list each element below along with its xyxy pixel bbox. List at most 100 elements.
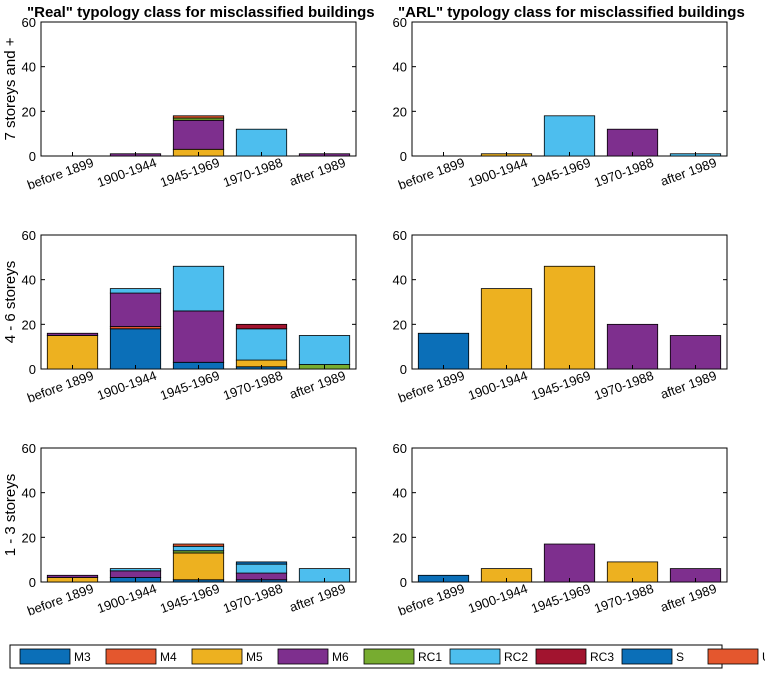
bar-m6-1 [46,332,99,336]
y-tick-label: 20 [393,104,407,119]
x-tick-label: 1945-1969 [158,368,222,403]
legend-swatch-s [621,648,673,665]
bar-rc2-3 [172,545,225,552]
y-axis-label: 4 - 6 storeys [2,261,19,344]
y-tick-label: 60 [22,441,36,456]
bar-rc3-4 [235,323,288,330]
bar-unclassified-3 [172,543,225,547]
x-tick-label: 1945-1969 [529,368,593,403]
y-tick-label: 20 [393,530,407,545]
y-tick-label: 20 [22,530,36,545]
legend-swatch-m6 [277,648,329,665]
bar-rc2-2 [109,288,162,294]
bar-m6-2 [109,292,162,327]
x-tick-label: 1945-1969 [158,155,222,190]
x-tick-label: 1900-1944 [95,155,159,190]
bar-m6-3 [172,310,225,363]
y-tick-label: 60 [393,15,407,30]
bar-rc2-2 [109,568,162,572]
legend-swatch-rc3 [535,648,587,665]
y-tick-label: 20 [393,317,407,332]
legend-label-m6: M6 [332,650,349,664]
bar-rc2-5 [298,335,351,365]
bar-m6-3 [543,543,596,583]
bar-rc2-3 [543,115,596,157]
legend-swatch-m3 [19,648,71,665]
y-axis-label: 1 - 3 storeys [2,474,19,557]
legend-label-m3: M3 [74,650,91,664]
y-tick-label: 0 [29,149,36,164]
bar-m6-2 [109,570,162,578]
legend-swatch-m4 [105,648,157,665]
bar-m3-1 [417,332,470,370]
bar-m5-3 [543,265,596,370]
x-tick-label: after 1989 [658,581,718,615]
legend-label-unclassified: Unclassified [762,650,765,664]
bar-s-4 [235,561,288,565]
x-tick-label: after 1989 [658,368,718,402]
bar-m3-2 [109,328,162,370]
chart-title: "ARL" typology class for misclassified b… [398,4,745,21]
y-tick-label: 0 [400,575,407,590]
y-axis-label: 7 storeys and + [2,37,19,140]
bar-rc2-3 [172,265,225,312]
legend-swatch-m5 [191,648,243,665]
y-tick-label: 60 [22,228,36,243]
bar-rc2-4 [235,563,288,574]
y-tick-label: 40 [393,273,407,288]
x-tick-label: 1900-1944 [466,155,530,190]
legend: M3 M4 M5 M6 RC1 RC2 RC3 S Unclassified [9,644,765,669]
legend-swatch-rc1 [363,648,415,665]
bar-m5-2 [480,288,533,370]
legend-label-rc2: RC2 [504,650,528,664]
bar-m6-1 [46,574,99,578]
x-tick-label: 1970-1988 [592,368,656,403]
legend-label-m5: M5 [246,650,263,664]
legend-label-s: S [676,650,684,664]
bar-m5-3 [172,552,225,581]
bar-unclassified-3 [172,115,225,119]
x-tick-label: 1970-1988 [592,581,656,616]
legend-label-rc1: RC1 [418,650,442,664]
legend-swatch-rc2 [449,648,501,665]
y-tick-label: 0 [400,149,407,164]
x-tick-label: after 1989 [287,581,347,615]
x-tick-label: 1970-1988 [221,581,285,616]
x-tick-label: 1900-1944 [95,368,159,403]
y-tick-label: 40 [22,486,36,501]
x-tick-label: after 1989 [658,155,718,189]
bar-m6-3 [172,119,225,150]
y-tick-label: 60 [393,441,407,456]
x-tick-label: after 1989 [287,155,347,189]
y-tick-label: 40 [22,273,36,288]
y-tick-label: 40 [393,486,407,501]
y-tick-label: 0 [400,362,407,377]
y-tick-label: 40 [22,60,36,75]
chart-title: "Real" typology class for misclassified … [27,4,375,21]
x-tick-label: 1970-1988 [592,155,656,190]
bar-m6-4 [606,128,659,157]
bar-rc2-4 [235,328,288,361]
y-tick-label: 60 [22,15,36,30]
y-tick-label: 0 [29,575,36,590]
bar-m5-1 [46,335,99,370]
legend-swatch-unclassified [707,648,759,665]
x-tick-label: 1970-1988 [221,155,285,190]
bar-rc2-4 [235,128,288,157]
y-tick-label: 20 [22,104,36,119]
y-tick-label: 0 [29,362,36,377]
legend-label-rc3: RC3 [590,650,614,664]
legend-label-m4: M4 [160,650,177,664]
x-tick-label: 1945-1969 [158,581,222,616]
x-tick-label: 1900-1944 [466,368,530,403]
x-tick-label: 1900-1944 [466,581,530,616]
bar-m6-4 [606,323,659,370]
x-tick-label: after 1989 [287,368,347,402]
